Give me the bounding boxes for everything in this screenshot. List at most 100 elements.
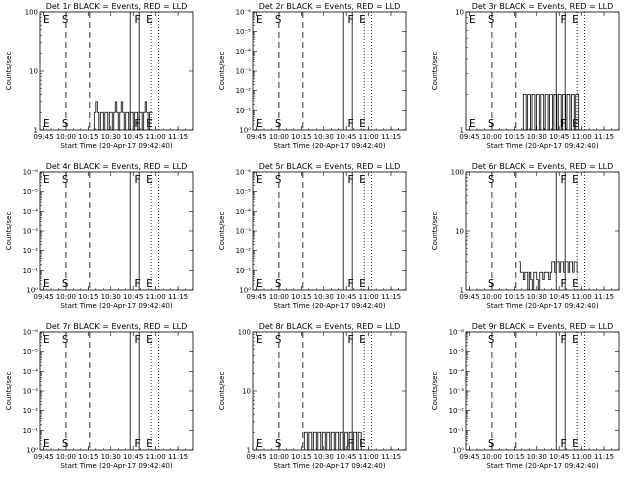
chart-title: Det 1r BLACK = Events, RED = LLD (46, 2, 188, 11)
x-tick-label: 11:00 (359, 293, 379, 301)
events-series-line (92, 101, 153, 131)
x-tick-label: 10:15 (504, 293, 524, 301)
marker-label-e: E (256, 117, 263, 130)
x-tick-label: 10:15 (504, 133, 524, 141)
x-tick-label: 11:00 (572, 133, 592, 141)
marker-label-e: E (43, 13, 50, 26)
x-tick-label: 10:45 (549, 133, 569, 141)
marker-label-s: S (275, 173, 282, 186)
x-axis-label: Start Time (20-Apr-17 09:42:40) (273, 302, 385, 310)
y-tick-label: 10⁻⁴ (23, 208, 39, 216)
x-axis-label: Start Time (20-Apr-17 09:42:40) (486, 462, 598, 470)
marker-label-f: F (560, 277, 567, 290)
y-axis-label: Counts/sec (431, 52, 439, 91)
x-tick-label: 10:45 (123, 133, 143, 141)
marker-label-f: F (347, 333, 354, 346)
y-tick-label: 10 (455, 228, 464, 236)
y-tick-label: 10⁻¹ (449, 427, 465, 435)
x-tick-label: 10:30 (314, 293, 334, 301)
x-tick-label: 10:30 (527, 453, 547, 461)
y-tick-label: 10⁻³ (449, 388, 465, 396)
x-tick-label: 09:45 (459, 133, 479, 141)
x-tick-label: 11:00 (146, 133, 166, 141)
marker-label-s: S (488, 277, 495, 290)
detector-panel: Det 6r BLACK = Events, RED = LLD 09:45 10:… (426, 160, 639, 320)
x-tick-label: 10:45 (336, 293, 356, 301)
y-tick-label: 10⁻³ (236, 68, 252, 76)
marker-label-e: E (256, 173, 263, 186)
plot-frame (465, 331, 620, 451)
x-axis-label: Start Time (20-Apr-17 09:42:40) (273, 462, 385, 470)
y-tick-label: 100 (25, 9, 38, 17)
x-tick-label: 10:30 (527, 133, 547, 141)
marker-label-e: E (359, 173, 366, 186)
y-tick-label: 10⁻¹ (23, 267, 39, 275)
marker-label-f: F (134, 277, 141, 290)
marker-label-e: E (359, 437, 366, 450)
marker-label-e: E (572, 173, 579, 186)
marker-label-e: E (359, 277, 366, 290)
y-tick-label: 1 (34, 127, 38, 135)
y-tick-label: 10⁻¹ (236, 267, 252, 275)
x-tick-label: 10:45 (123, 453, 143, 461)
y-tick-label: 10⁻² (23, 407, 39, 415)
events-series-line (302, 431, 363, 451)
plot-frame (252, 171, 407, 291)
x-tick-label: 10:15 (78, 133, 98, 141)
y-tick-label: 100 (238, 329, 251, 337)
marker-label-f: F (347, 173, 354, 186)
y-tick-label: 10 (242, 388, 251, 396)
y-axis-label: Counts/sec (218, 52, 226, 91)
chart-title: Det 3r BLACK = Events, RED = LLD (472, 2, 614, 11)
marker-label-f: F (347, 117, 354, 130)
y-tick-label: 10⁻² (236, 87, 252, 95)
x-tick-label: 10:00 (269, 453, 289, 461)
x-tick-label: 10:00 (482, 293, 502, 301)
y-axis-label: Counts/sec (5, 52, 13, 91)
y-tick-label: 10⁻¹ (236, 107, 252, 115)
x-tick-label: 10:45 (336, 453, 356, 461)
y-tick-label: 10⁰ (26, 447, 38, 455)
x-tick-label: 09:45 (459, 453, 479, 461)
detector-panel: Det 9r BLACK = Events, RED = LLD 09:45 10:… (426, 320, 639, 480)
lightcurve-plot: Det 3r BLACK = Events, RED = LLD 09:45 10:… (431, 2, 620, 150)
marker-label-s: S (275, 13, 282, 26)
marker-label-s: S (62, 277, 69, 290)
marker-label-s: S (62, 437, 69, 450)
x-tick-label: 10:30 (314, 133, 334, 141)
marker-label-s: S (275, 117, 282, 130)
x-tick-label: 11:00 (359, 133, 379, 141)
x-tick-label: 10:45 (123, 293, 143, 301)
marker-label-f: F (134, 173, 141, 186)
x-tick-label: 10:15 (78, 453, 98, 461)
marker-label-e: E (146, 13, 153, 26)
marker-label-e: E (43, 173, 50, 186)
x-tick-label: 09:45 (246, 293, 266, 301)
marker-label-f: F (347, 277, 354, 290)
plot-frame (39, 171, 194, 291)
marker-label-s: S (488, 173, 495, 186)
x-tick-label: 10:30 (314, 453, 334, 461)
x-axis-label: Start Time (20-Apr-17 09:42:40) (273, 142, 385, 150)
x-tick-label: 11:15 (381, 293, 401, 301)
y-axis-label: Counts/sec (5, 372, 13, 411)
detector-panel: Det 5r BLACK = Events, RED = LLD 09:45 10:… (213, 160, 426, 320)
x-tick-label: 11:00 (572, 453, 592, 461)
marker-label-s: S (275, 333, 282, 346)
y-tick-label: 10⁻⁵ (23, 188, 39, 196)
marker-label-e: E (359, 117, 366, 130)
y-tick-label: 10⁻⁶ (23, 169, 39, 177)
plot-frame (465, 11, 620, 131)
x-tick-label: 10:45 (549, 453, 569, 461)
y-tick-label: 10⁻⁵ (236, 28, 252, 36)
detector-panel: Det 7r BLACK = Events, RED = LLD 09:45 10:… (0, 320, 213, 480)
x-tick-label: 11:15 (594, 133, 614, 141)
detector-panel: Det 1r BLACK = Events, RED = LLD 09:45 10:… (0, 0, 213, 160)
x-tick-label: 11:00 (146, 453, 166, 461)
marker-label-s: S (62, 13, 69, 26)
x-tick-label: 11:15 (168, 453, 188, 461)
